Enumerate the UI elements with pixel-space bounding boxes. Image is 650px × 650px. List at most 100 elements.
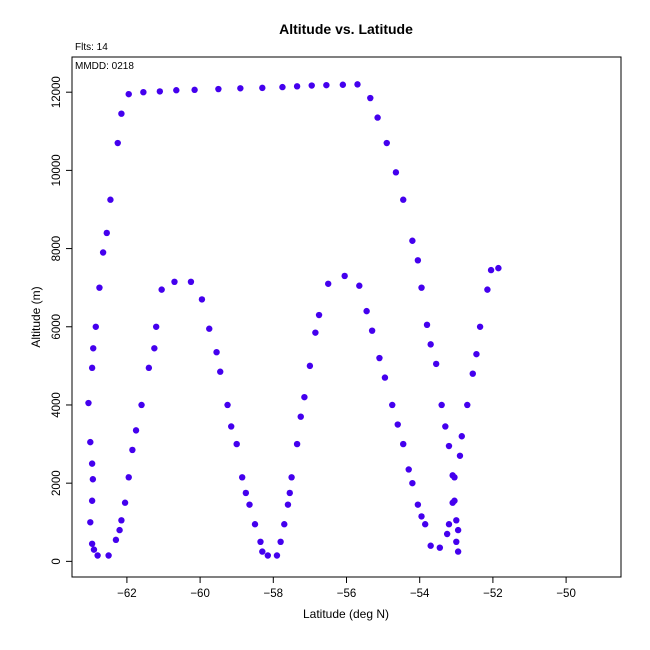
data-point <box>112 536 120 544</box>
data-point <box>458 433 465 440</box>
data-point <box>495 264 502 272</box>
data-point <box>306 362 314 370</box>
x-tick-label: −54 <box>410 588 430 600</box>
data-point <box>284 501 292 508</box>
data-point <box>400 196 407 203</box>
data-point <box>224 401 231 409</box>
y-tick-label: 8000 <box>51 236 63 262</box>
data-point <box>286 489 293 497</box>
data-point <box>418 513 425 520</box>
data-point <box>105 552 112 559</box>
y-tick-label: 2000 <box>51 470 63 496</box>
x-tick-label: −52 <box>483 588 503 600</box>
data-point <box>315 311 323 319</box>
data-point <box>99 249 107 256</box>
data-point <box>94 552 101 559</box>
data-point <box>427 341 434 348</box>
plot-area-frame <box>71 56 622 578</box>
data-points <box>85 81 502 559</box>
data-point <box>473 350 480 358</box>
data-point <box>118 110 125 117</box>
data-point <box>445 521 453 528</box>
data-point <box>107 196 114 203</box>
data-point <box>118 517 125 524</box>
data-point <box>400 440 407 448</box>
data-point <box>88 364 96 372</box>
data-point <box>383 139 390 147</box>
data-point <box>394 421 401 428</box>
data-point <box>354 81 361 88</box>
data-point <box>259 548 266 555</box>
data-point <box>293 83 301 90</box>
data-point <box>297 413 304 420</box>
y-tick-label: 12000 <box>51 76 63 108</box>
data-point <box>436 544 444 551</box>
data-point <box>90 546 98 553</box>
y-tick-label: 10000 <box>51 154 63 186</box>
data-point <box>92 323 99 330</box>
data-point <box>454 548 462 555</box>
data-point <box>339 81 347 88</box>
data-point <box>87 438 94 446</box>
data-point <box>173 87 180 94</box>
y-tick-label: 0 <box>51 558 63 564</box>
data-point <box>233 440 240 448</box>
data-point <box>259 84 266 92</box>
flights-annotation: Flts: 14 <box>75 42 108 53</box>
data-point <box>368 327 376 334</box>
data-point <box>484 286 491 293</box>
data-point <box>238 474 246 481</box>
data-point <box>215 85 222 93</box>
data-point <box>158 286 165 293</box>
data-point <box>293 440 301 448</box>
data-point <box>187 278 195 286</box>
data-point <box>356 282 363 289</box>
chart-title: Altitude vs. Latitude <box>279 21 413 37</box>
data-point <box>389 401 396 409</box>
x-axis-label: Latitude (deg N) <box>303 607 389 621</box>
data-point <box>87 519 94 526</box>
data-point <box>392 169 400 176</box>
data-point <box>171 278 178 286</box>
data-point <box>427 542 434 549</box>
data-point <box>138 401 145 409</box>
data-point <box>453 538 460 546</box>
data-point <box>206 325 213 332</box>
x-tick-label: −60 <box>190 588 210 600</box>
data-point <box>414 501 422 508</box>
data-point <box>432 360 440 368</box>
x-tick-label: −56 <box>337 588 357 600</box>
data-point <box>281 521 288 528</box>
data-point <box>198 296 206 303</box>
data-point <box>341 272 348 280</box>
data-point <box>476 323 484 330</box>
data-point <box>438 401 445 409</box>
data-point <box>487 266 495 274</box>
data-point <box>423 321 431 329</box>
data-point <box>405 466 412 473</box>
data-point <box>464 401 471 409</box>
data-point <box>273 552 281 559</box>
data-point <box>409 479 416 487</box>
y-tick-label: 6000 <box>51 314 63 340</box>
data-point <box>312 329 319 336</box>
data-point <box>246 501 253 508</box>
data-point <box>469 370 476 377</box>
data-point <box>279 83 286 91</box>
data-point <box>140 88 147 96</box>
data-point <box>151 345 158 352</box>
data-point <box>237 85 244 92</box>
data-point <box>449 499 456 506</box>
x-tick-label: −62 <box>117 588 137 600</box>
data-point <box>125 90 132 98</box>
data-point <box>451 474 458 481</box>
data-point <box>442 423 449 430</box>
data-point <box>228 423 235 430</box>
data-point <box>114 139 121 147</box>
data-point <box>121 499 129 506</box>
data-point <box>251 521 259 528</box>
data-point <box>88 540 96 547</box>
data-point <box>367 94 374 102</box>
data-point <box>145 364 153 372</box>
